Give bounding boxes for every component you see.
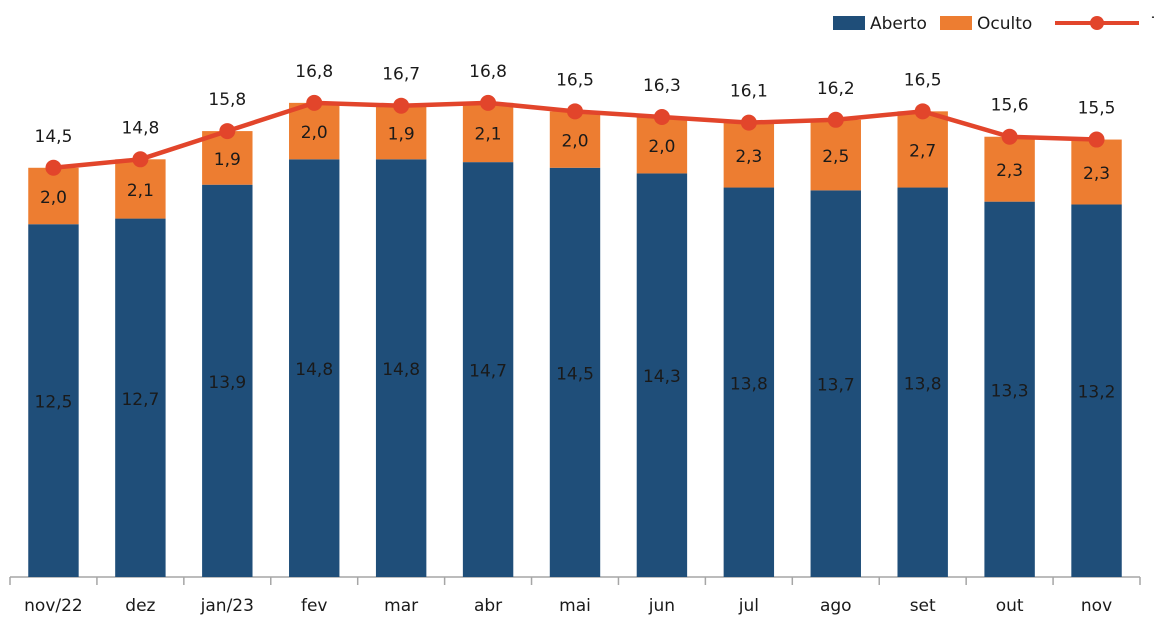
x-tick-label: jan/23 <box>200 596 254 616</box>
data-label: 14,8 <box>121 118 159 138</box>
data-label: 14,5 <box>35 127 73 147</box>
data-label: 15,6 <box>991 96 1029 116</box>
data-label: 16,8 <box>295 62 333 82</box>
x-tick-label: dez <box>125 596 155 616</box>
bar-segment <box>636 173 688 577</box>
x-tick-label: set <box>910 596 936 616</box>
x-tick-label: fev <box>301 596 328 616</box>
legend-swatch <box>833 16 865 30</box>
data-label: 15,8 <box>208 90 246 110</box>
data-label: 2,3 <box>735 147 762 167</box>
data-label: 14,8 <box>382 360 420 380</box>
line-marker <box>567 103 583 120</box>
x-tick-label: abr <box>474 596 502 616</box>
bar-segment <box>897 111 948 188</box>
bar-segment <box>28 224 79 577</box>
x-tick-label: nov/22 <box>24 596 83 616</box>
data-label: 2,0 <box>648 137 675 157</box>
data-label: 2,0 <box>301 123 328 143</box>
data-label: 16,7 <box>382 65 420 85</box>
legend-label: Aberto <box>870 14 927 34</box>
data-label: 13,2 <box>1078 383 1116 403</box>
line-marker <box>1088 131 1105 148</box>
data-label: 14,5 <box>556 364 594 384</box>
x-tick-label: jul <box>738 596 759 616</box>
data-label: 13,8 <box>730 374 768 394</box>
bar-segment <box>897 187 948 578</box>
x-tick-label: mai <box>559 596 591 616</box>
data-label: 1,9 <box>214 150 241 170</box>
legend-label: Total <box>1151 14 1154 34</box>
line-marker <box>132 151 149 168</box>
line-marker <box>827 111 844 128</box>
line-marker <box>219 123 236 140</box>
bar-segment <box>289 159 340 578</box>
x-tick-label: ago <box>820 596 852 616</box>
data-label: 2,5 <box>822 147 849 167</box>
bar-segment <box>202 184 253 577</box>
bar-segment <box>723 122 775 188</box>
data-label: 16,1 <box>730 82 768 102</box>
x-tick-label: jun <box>648 596 675 616</box>
bar-segment <box>28 167 79 225</box>
data-label: 2,3 <box>1083 164 1110 184</box>
data-label: 2,3 <box>996 161 1023 181</box>
x-tick-label: out <box>996 596 1024 616</box>
line-marker <box>393 97 410 114</box>
data-label: 1,9 <box>388 125 415 145</box>
line-marker <box>45 159 62 176</box>
data-label: 14,7 <box>469 362 507 382</box>
data-label: 12,7 <box>121 390 159 410</box>
bar-segment <box>984 136 1035 202</box>
bar-segment <box>375 159 427 578</box>
bar-segment <box>549 111 601 168</box>
bar-segment <box>810 119 861 191</box>
legend-swatch <box>940 16 972 30</box>
line-marker <box>653 108 670 125</box>
data-label: 13,8 <box>904 374 942 394</box>
data-label: 2,1 <box>127 181 154 201</box>
line-marker <box>480 94 497 111</box>
data-label: 2,0 <box>561 132 588 152</box>
data-label: 14,8 <box>295 360 333 380</box>
x-tick-label: nov <box>1081 596 1112 616</box>
data-label: 16,5 <box>904 70 942 90</box>
data-label: 16,3 <box>643 76 681 96</box>
data-label: 2,1 <box>475 125 502 145</box>
x-tick-label: mar <box>384 596 418 616</box>
bar-segment <box>1071 204 1122 577</box>
bar-segment <box>984 201 1035 577</box>
bar-segment <box>723 187 775 578</box>
bar-segment <box>1071 139 1122 205</box>
legend-label: Oculto <box>977 14 1032 34</box>
bar-segment <box>810 190 861 577</box>
data-label: 13,3 <box>991 381 1029 401</box>
bar-segment <box>462 162 514 577</box>
data-label: 2,7 <box>909 141 936 161</box>
data-label: 2,0 <box>40 188 67 208</box>
data-label: 16,2 <box>817 79 855 99</box>
legend-marker <box>1090 16 1104 30</box>
bar-segment <box>202 131 253 185</box>
data-label: 16,5 <box>556 70 594 90</box>
line-marker <box>914 103 931 120</box>
line-marker <box>740 114 757 131</box>
line-marker <box>306 94 323 111</box>
bar-segment <box>636 116 688 174</box>
line-marker <box>1001 128 1018 145</box>
bar-segment <box>549 167 601 577</box>
data-label: 13,9 <box>208 373 246 393</box>
bar-segment <box>289 102 340 160</box>
bar-segment <box>115 159 166 219</box>
bar-segment <box>375 105 427 160</box>
data-label: 13,7 <box>817 376 855 396</box>
bar-segment <box>462 102 514 163</box>
data-label: 12,5 <box>35 393 73 413</box>
bar-segment <box>115 218 166 578</box>
data-label: 15,5 <box>1078 99 1116 119</box>
data-label: 14,3 <box>643 367 681 387</box>
data-label: 16,8 <box>469 62 507 82</box>
